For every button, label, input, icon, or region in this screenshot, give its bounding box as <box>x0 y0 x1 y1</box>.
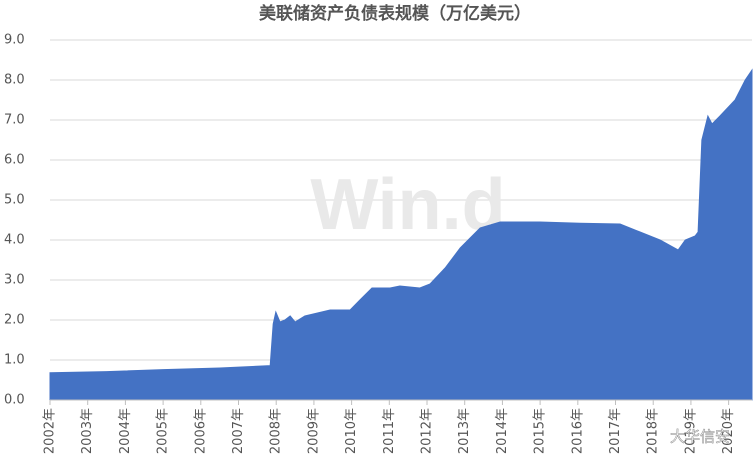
x-tick-label: 2014年 <box>495 408 510 454</box>
x-tick-label: 2018年 <box>646 408 661 454</box>
x-tick-label: 2019年 <box>683 408 698 454</box>
x-tick-label: 2017年 <box>608 408 623 454</box>
y-tick-label: 7.0 <box>4 113 25 128</box>
x-tick-label: 2013年 <box>457 408 472 454</box>
x-tick-label: 2016年 <box>570 408 585 454</box>
x-tick-label: 2002年 <box>43 408 58 454</box>
y-tick-label: 5.0 <box>4 193 25 208</box>
x-tick-label: 2004年 <box>118 408 133 454</box>
y-tick-label: 1.0 <box>4 353 25 368</box>
chart-title: 美联储资产负债表规模（万亿美元） <box>259 3 531 24</box>
y-tick-label: 9.0 <box>4 33 25 48</box>
watermark: Win.d <box>310 165 505 245</box>
y-tick-label: 4.0 <box>4 233 25 248</box>
x-tick-label: 2020年 <box>721 408 736 454</box>
y-tick-label: 2.0 <box>4 313 25 328</box>
x-tick-label: 2012年 <box>420 408 435 454</box>
x-tick-label: 2015年 <box>533 408 548 454</box>
y-tick-label: 8.0 <box>4 73 25 88</box>
x-tick-label: 2008年 <box>269 408 284 454</box>
x-tick-label: 2011年 <box>382 408 397 454</box>
logo-text: 大华信安 <box>670 428 730 446</box>
y-tick-label: 6.0 <box>4 153 25 168</box>
x-tick-label: 2007年 <box>231 408 246 454</box>
x-tick-label: 2003年 <box>80 408 95 454</box>
y-tick-label: 0.0 <box>4 393 25 408</box>
x-tick-label: 2006年 <box>193 408 208 454</box>
x-tick-label: 2010年 <box>344 408 359 454</box>
area <box>49 68 753 401</box>
x-tick-label: 2005年 <box>156 408 171 454</box>
y-tick-label: 3.0 <box>4 273 25 288</box>
x-tick-label: 2009年 <box>306 408 321 454</box>
